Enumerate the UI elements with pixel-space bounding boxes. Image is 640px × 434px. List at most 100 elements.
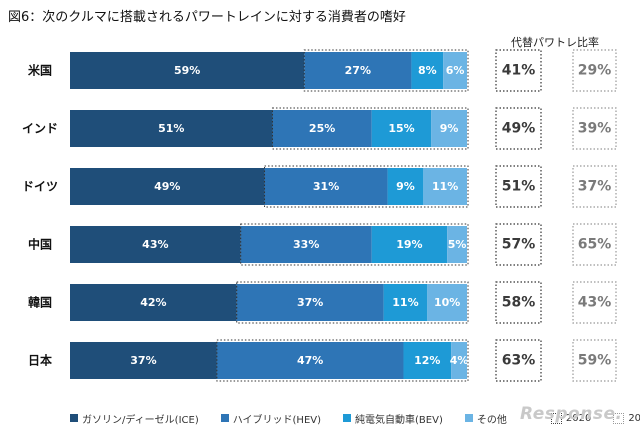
alt-ratio-2019-box bbox=[572, 339, 617, 382]
alt-ratio-2019-box bbox=[572, 223, 617, 266]
bar-segment-ice bbox=[70, 284, 237, 321]
bar-segment-bev bbox=[371, 110, 432, 147]
bar-segment-bev bbox=[383, 284, 428, 321]
legend-item-ice: ガソリン/ディーゼル(ICE) bbox=[70, 411, 199, 426]
chart-title: 図6：次のクルマに搭載されるパワートレインに対する消費者の嗜好 bbox=[8, 10, 406, 25]
bar-value-label: 12% bbox=[414, 354, 440, 367]
alt-ratio-2020-box bbox=[495, 223, 542, 266]
bar-segment-hev bbox=[236, 284, 384, 321]
alt-ratio-2019-box bbox=[572, 281, 617, 324]
legend-swatch-ice bbox=[70, 414, 78, 422]
bar-value-label: 59% bbox=[174, 64, 200, 77]
bar-segment-ice bbox=[70, 52, 305, 89]
legend-item-bev: 純電気自動車(BEV) bbox=[343, 411, 443, 426]
category-label: 韓国 bbox=[28, 295, 52, 310]
bar-segment-ice bbox=[70, 226, 241, 263]
alt-ratio-2020-value: 57% bbox=[502, 237, 536, 253]
alt-share-outline bbox=[264, 165, 469, 208]
alt-ratio-2020-box bbox=[495, 107, 542, 150]
alt-ratio-2020-value: 49% bbox=[502, 121, 536, 137]
bar-value-label: 42% bbox=[140, 296, 166, 309]
bar-value-label: 47% bbox=[297, 354, 323, 367]
alt-ratio-2019-box bbox=[572, 165, 617, 208]
alt-ratio-2019-value: 43% bbox=[578, 295, 612, 311]
bar-value-label: 19% bbox=[396, 238, 422, 251]
alt-ratio-2020-box bbox=[495, 49, 542, 92]
bar-segment-other bbox=[431, 110, 467, 147]
alt-ratio-2019-value: 39% bbox=[578, 121, 612, 137]
legend-item-other: その他 bbox=[464, 411, 507, 426]
bar-value-label: 9% bbox=[396, 180, 415, 193]
legend-swatch-other bbox=[464, 414, 473, 422]
bar-segment-ice bbox=[70, 168, 265, 205]
legend-label-other: その他 bbox=[476, 414, 507, 426]
legend-box-2019 bbox=[613, 412, 625, 424]
legend-label-2020: 2020 bbox=[565, 412, 592, 424]
alt-ratio-2019-value: 65% bbox=[578, 237, 612, 253]
bar-segment-other bbox=[427, 284, 467, 321]
alt-ratio-2020-value: 63% bbox=[502, 353, 536, 369]
bar-value-label: 43% bbox=[142, 238, 168, 251]
legend-label-ice: ガソリン/ディーゼル(ICE) bbox=[82, 414, 199, 426]
bar-value-label: 10% bbox=[434, 296, 460, 309]
bar-value-label: 9% bbox=[440, 122, 459, 135]
legend-swatch-bev bbox=[343, 414, 352, 422]
category-label: ドイツ bbox=[22, 180, 58, 194]
alt-ratio-2020-value: 58% bbox=[502, 295, 536, 311]
legend-item-2019: 2019 bbox=[613, 412, 640, 424]
alt-ratio-2019-box bbox=[572, 49, 617, 92]
alt-share-outline bbox=[216, 339, 469, 382]
bar-segment-hev bbox=[264, 168, 388, 205]
alt-share-outline bbox=[240, 223, 469, 266]
alt-share-outline bbox=[236, 281, 469, 324]
legend-label-bev: 純電気自動車(BEV) bbox=[355, 414, 443, 426]
bar-segment-other bbox=[447, 226, 467, 263]
bar-value-label: 27% bbox=[345, 64, 371, 77]
watermark-logo: Response. bbox=[520, 404, 623, 424]
alt-ratio-2020-box bbox=[495, 165, 542, 208]
alt-ratio-2019-value: 59% bbox=[578, 353, 612, 369]
legend-swatch-hev bbox=[220, 414, 229, 422]
bar-segment-hev bbox=[240, 226, 372, 263]
legend: ガソリン/ディーゼル(ICE) ハイブリッド(HEV) 純電気自動車(BEV) … bbox=[70, 410, 640, 426]
legend-label-hev: ハイブリッド(HEV) bbox=[232, 414, 322, 426]
alt-ratio-2019-value: 37% bbox=[578, 179, 612, 195]
alt-ratio-2019-box bbox=[572, 107, 617, 150]
alt-ratio-2020-box bbox=[495, 281, 542, 324]
bar-segment-hev bbox=[216, 342, 404, 379]
bar-segment-bev bbox=[387, 168, 424, 205]
bar-segment-other bbox=[451, 342, 467, 379]
bar-value-label: 15% bbox=[388, 122, 414, 135]
alt-ratio-2019-value: 29% bbox=[578, 63, 612, 79]
alt-share-outline bbox=[303, 49, 469, 92]
alt-share-outline bbox=[271, 107, 469, 150]
bar-value-label: 51% bbox=[158, 122, 184, 135]
legend-box-2020 bbox=[550, 412, 562, 424]
bar-value-label: 37% bbox=[130, 354, 156, 367]
alt-ratio-2020-value: 41% bbox=[502, 63, 536, 79]
bar-segment-hev bbox=[304, 52, 412, 89]
bar-segment-bev bbox=[371, 226, 448, 263]
alt-ratio-2020-value: 51% bbox=[502, 179, 536, 195]
bar-value-label: 33% bbox=[293, 238, 319, 251]
bar-segment-ice bbox=[70, 342, 217, 379]
bar-value-label: 6% bbox=[446, 64, 465, 77]
bar-value-label: 25% bbox=[309, 122, 335, 135]
legend-item-hev: ハイブリッド(HEV) bbox=[220, 411, 322, 426]
bar-segment-hev bbox=[272, 110, 372, 147]
legend-item-2020: 2020 bbox=[550, 412, 592, 424]
bar-segment-ice bbox=[70, 110, 273, 147]
bar-segment-other bbox=[443, 52, 467, 89]
bar-value-label: 5% bbox=[448, 238, 467, 251]
legend-label-2019: 2019 bbox=[628, 412, 640, 424]
bar-value-label: 11% bbox=[392, 296, 418, 309]
category-label: 日本 bbox=[28, 353, 52, 368]
bar-segment-bev bbox=[403, 342, 452, 379]
bar-value-label: 8% bbox=[418, 64, 437, 77]
bar-value-label: 4% bbox=[450, 354, 469, 367]
bar-value-label: 37% bbox=[297, 296, 323, 309]
alt-ratio-header: 代替パワトレ比率 bbox=[511, 36, 599, 49]
category-label: インド bbox=[22, 122, 58, 136]
category-label: 米国 bbox=[28, 63, 52, 78]
